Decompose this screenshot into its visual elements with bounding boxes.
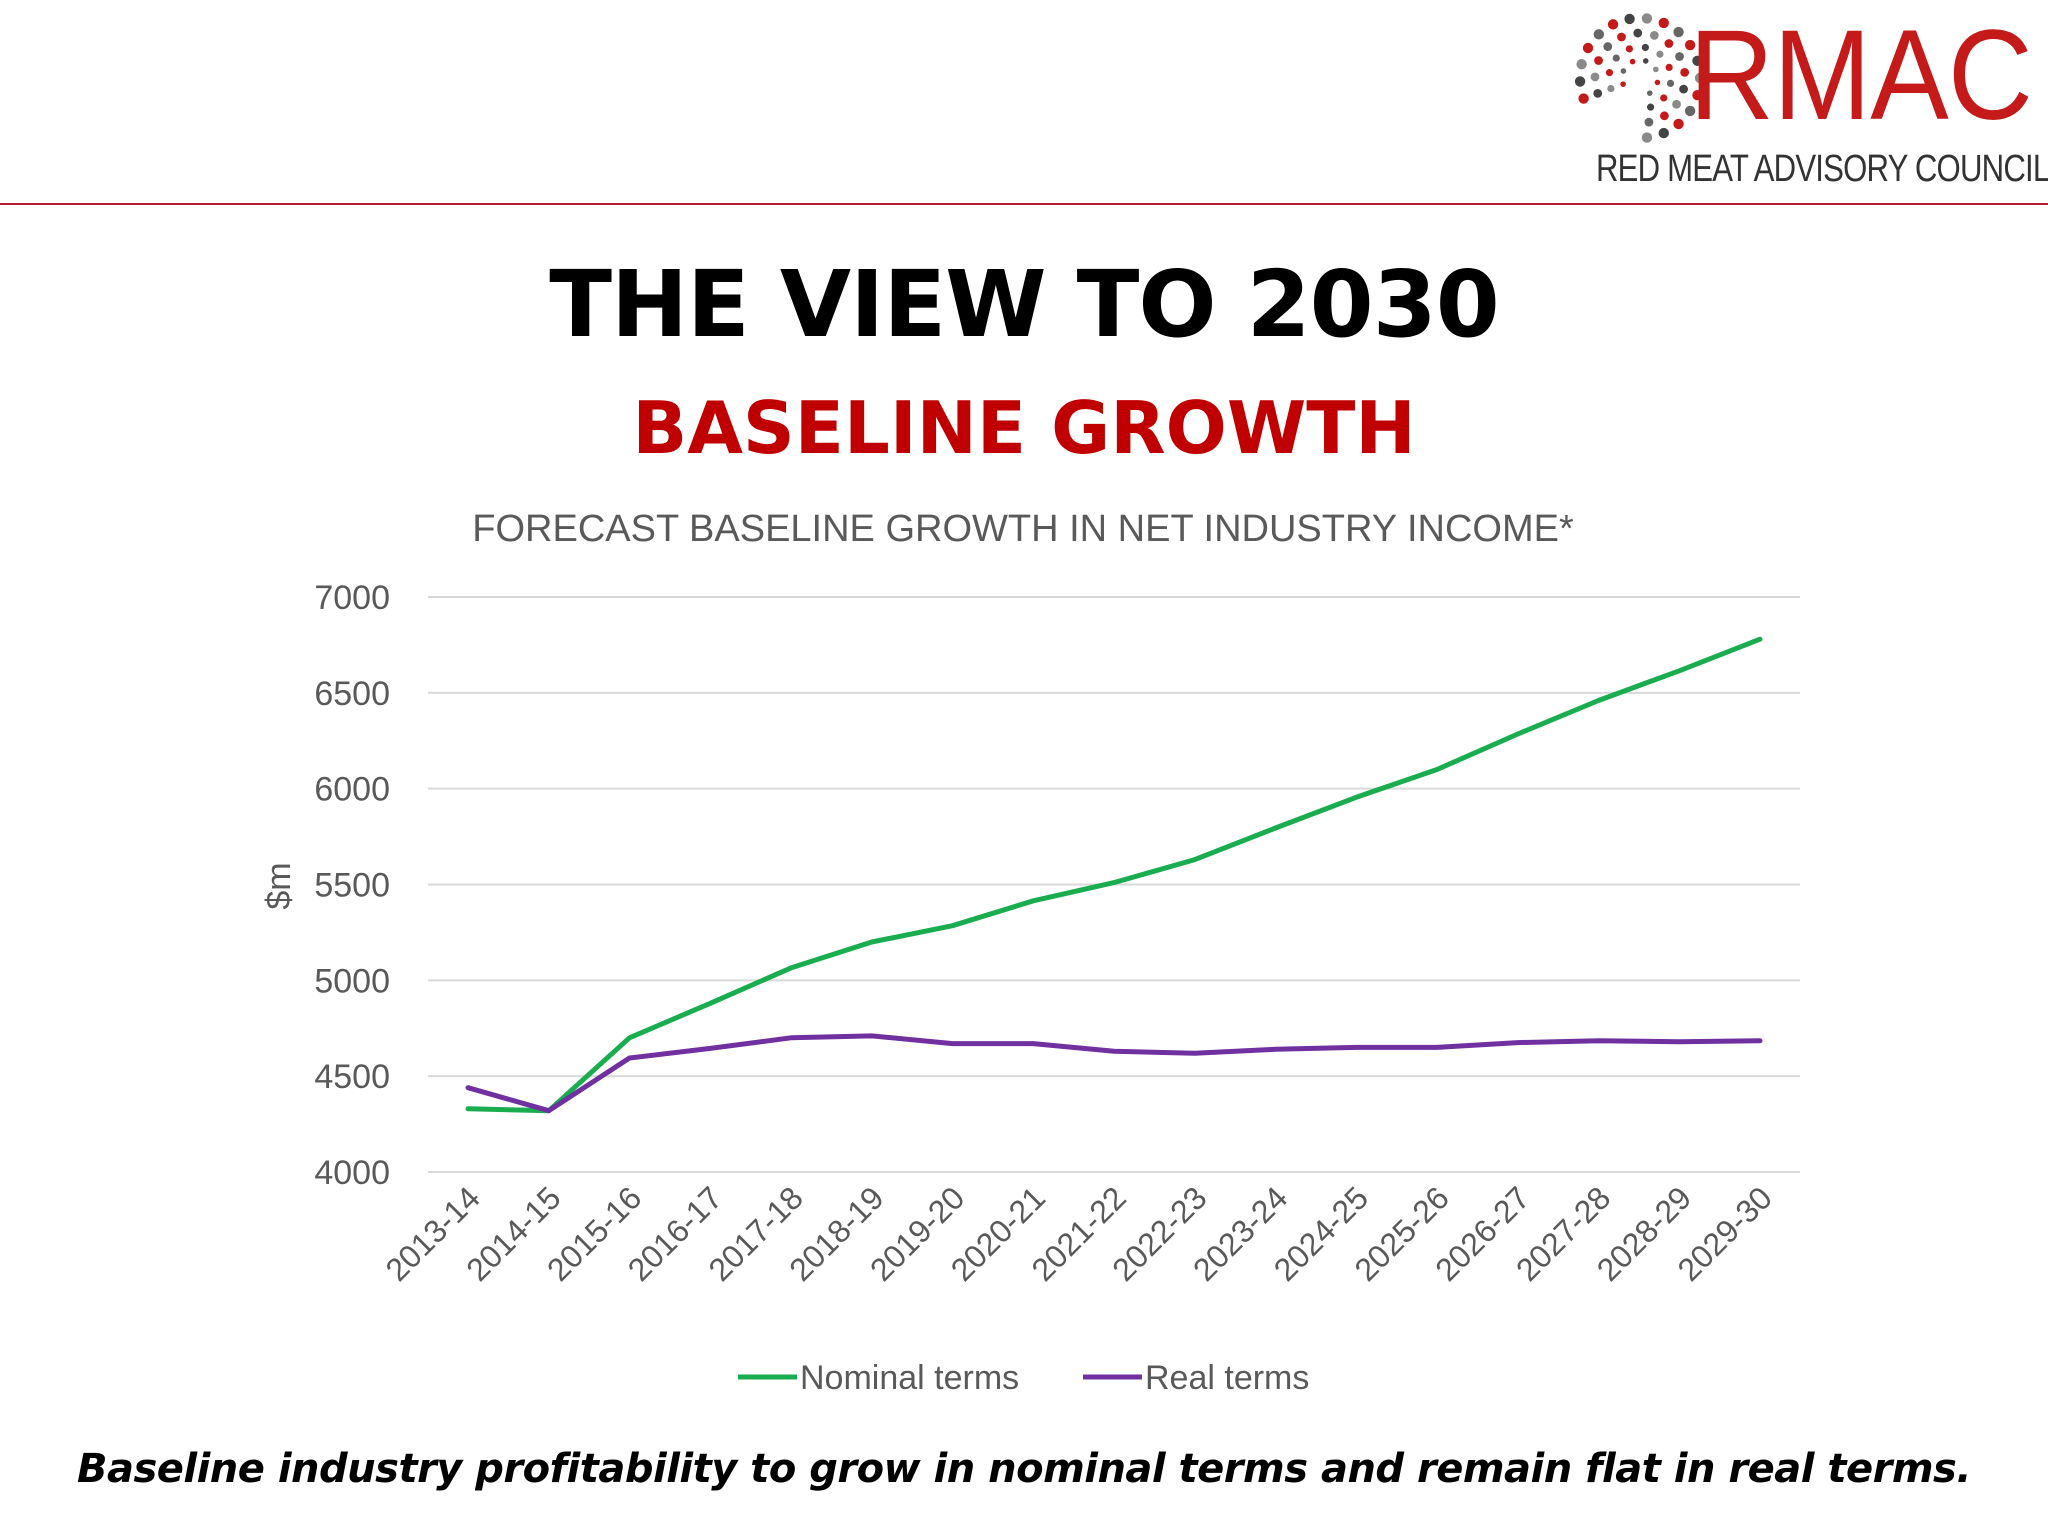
y-axis-label: $m — [260, 862, 298, 909]
line-chart: FORECAST BASELINE GROWTH IN NET INDUSTRY… — [260, 508, 1800, 1397]
y-tick-label: 4000 — [314, 1154, 390, 1192]
y-tick-label: 7000 — [314, 579, 390, 617]
y-tick-label: 6000 — [314, 771, 390, 809]
chart-legend: Nominal terms Real terms — [738, 1359, 1309, 1397]
y-axis-ticks: 4000 4500 5000 5500 6000 6500 7000 — [314, 579, 390, 1192]
page-title: THE VIEW TO 2030 — [549, 251, 1499, 358]
rmac-logo: RMAC RED MEAT ADVISORY COUNCIL — [1560, 0, 2048, 200]
y-tick-label: 5000 — [314, 962, 390, 1000]
legend-label: Real terms — [1145, 1359, 1309, 1397]
chart-title: FORECAST BASELINE GROWTH IN NET INDUSTRY… — [472, 508, 1574, 550]
y-tick-label: 4500 — [314, 1058, 390, 1096]
footnote: Baseline industry profitability to grow … — [76, 1446, 1972, 1492]
series-line-real — [465, 1033, 1763, 1114]
logo-tagline: RED MEAT ADVISORY COUNCIL — [1596, 148, 2048, 190]
chart-series — [465, 636, 1763, 1114]
legend-label: Nominal terms — [800, 1359, 1019, 1397]
rmac-logo-mark-icon — [1574, 13, 1706, 143]
y-tick-label: 5500 — [314, 867, 390, 905]
page-subtitle: BASELINE GROWTH — [632, 386, 1416, 470]
y-tick-label: 6500 — [314, 675, 390, 713]
logo-name: RMAC — [1689, 4, 2033, 147]
series-line-nominal — [465, 636, 1763, 1114]
x-axis-ticks: 2013-142014-152015-162016-172017-182018-… — [378, 1179, 1778, 1287]
header-divider — [0, 203, 2048, 205]
